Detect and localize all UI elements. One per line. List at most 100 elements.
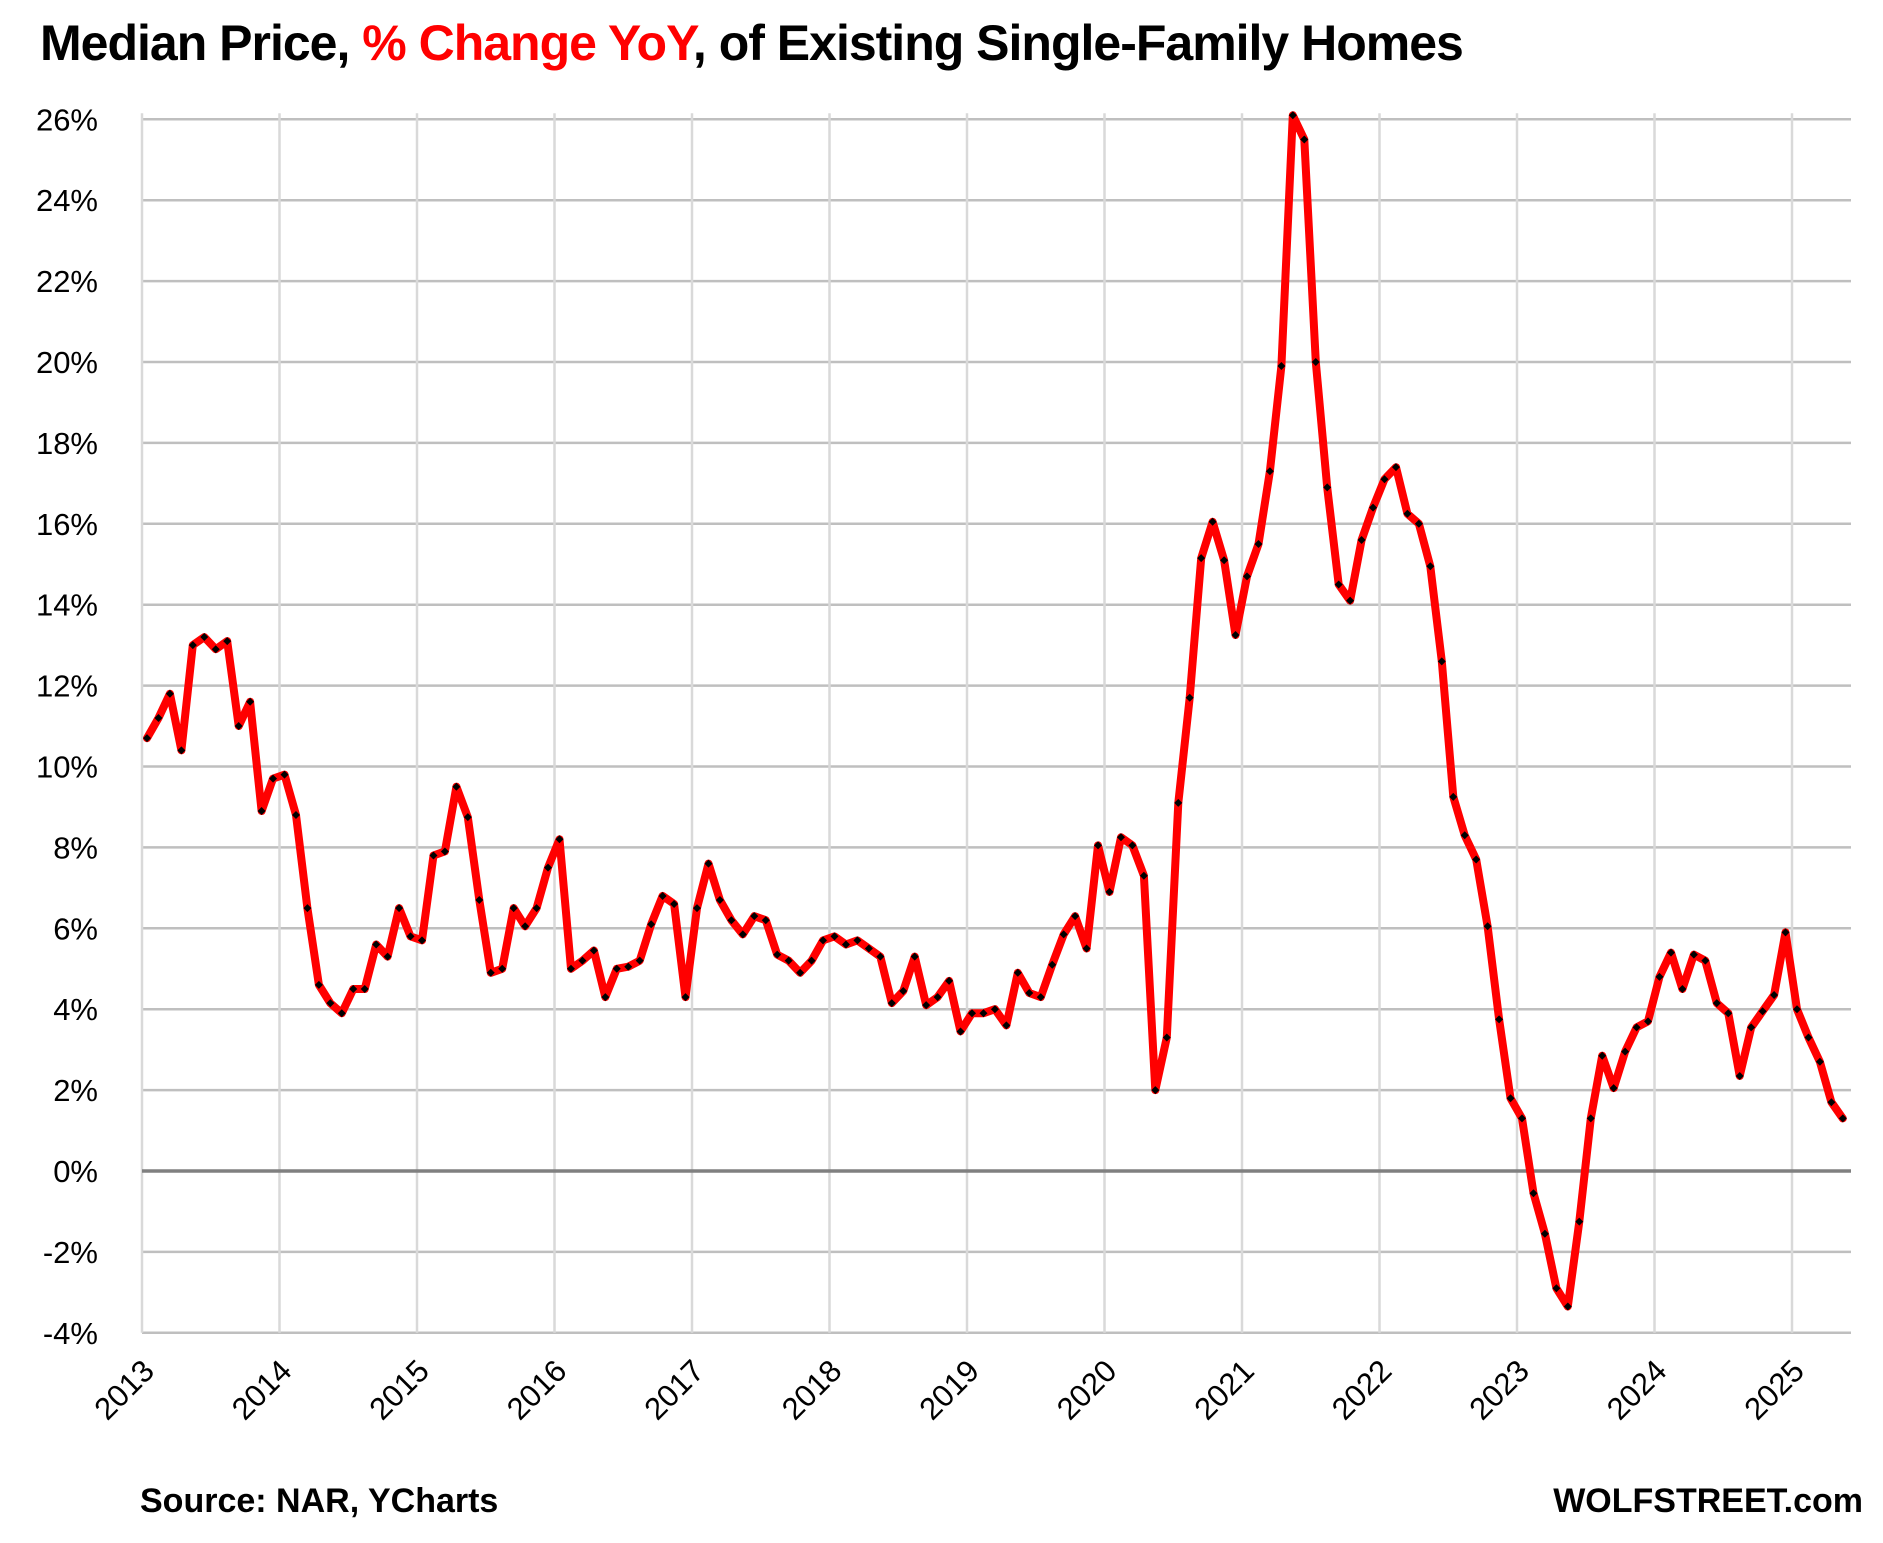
y-tick-label: 20% <box>36 345 98 380</box>
y-tick-label: 8% <box>53 830 98 865</box>
data-point-marker <box>188 641 197 650</box>
data-point-marker <box>693 904 701 913</box>
data-point-marker <box>1724 1009 1733 1018</box>
markers-group <box>143 111 1847 1311</box>
data-point-marker <box>578 956 587 965</box>
data-point-marker <box>910 952 919 961</box>
chart-title-part2: , of Existing Single-Family Homes <box>692 15 1464 71</box>
data-point-marker <box>1632 1023 1641 1032</box>
data-point-marker <box>1747 1023 1756 1032</box>
x-tick-label: 2025 <box>1737 1353 1811 1427</box>
data-point-marker <box>154 713 163 722</box>
data-point-marker <box>1460 831 1469 840</box>
data-point-marker <box>647 920 656 929</box>
y-axis-tick-labels: -4% -2% 0% 2% 4% 6% 8% 10% 12% 14% 16% 18% 20% 22% 24%… <box>36 102 98 1351</box>
data-point-marker <box>841 940 850 949</box>
data-point-marker <box>509 904 518 913</box>
data-point-marker <box>1139 871 1148 880</box>
data-point-marker <box>635 956 644 965</box>
data-point-marker <box>1036 993 1045 1002</box>
data-point-marker <box>1701 956 1710 965</box>
data-point-marker <box>1048 960 1057 969</box>
data-point-marker <box>1712 999 1721 1008</box>
x-tick-label: 2020 <box>1050 1353 1124 1427</box>
data-point-marker <box>1288 111 1297 120</box>
series-line <box>143 111 1847 1311</box>
x-tick-label: 2014 <box>225 1353 299 1427</box>
data-point-marker <box>1540 1229 1549 1238</box>
data-point-marker <box>945 976 954 985</box>
data-point-marker <box>830 932 839 941</box>
data-point-marker <box>956 1027 965 1036</box>
data-point-marker <box>1449 792 1458 801</box>
y-tick-label: 4% <box>53 992 98 1027</box>
data-point-marker <box>727 916 736 925</box>
data-point-marker <box>475 895 484 904</box>
data-point-marker <box>1655 972 1664 981</box>
data-point-marker <box>1678 984 1687 993</box>
data-point-marker <box>143 734 151 743</box>
data-point-marker <box>1334 580 1343 589</box>
data-point-marker <box>1265 467 1274 476</box>
data-point-marker <box>532 904 541 913</box>
data-point-marker <box>486 968 495 977</box>
data-point-marker <box>452 782 461 791</box>
data-point-marker <box>990 1005 999 1014</box>
data-point-marker <box>1369 503 1378 512</box>
data-point-marker <box>1552 1284 1561 1293</box>
y-tick-label: 2% <box>53 1073 98 1108</box>
data-point-marker <box>1391 463 1400 472</box>
data-point-marker <box>177 746 186 755</box>
data-point-marker <box>566 964 575 973</box>
data-point-marker <box>1666 948 1675 957</box>
data-point-marker <box>1254 540 1263 549</box>
data-point-marker <box>246 697 255 706</box>
data-point-marker <box>796 968 805 977</box>
data-point-marker <box>1162 1033 1171 1042</box>
data-point-marker <box>612 964 621 973</box>
data-point-marker <box>864 944 873 953</box>
data-point-marker <box>337 1009 346 1018</box>
data-point-marker <box>1518 1114 1526 1123</box>
x-tick-label: 2021 <box>1187 1353 1261 1427</box>
data-point-marker <box>1277 362 1286 371</box>
data-point-marker <box>349 984 358 993</box>
data-point-marker <box>1105 887 1114 896</box>
chart-title-part1: Median Price, <box>40 15 363 71</box>
y-tick-label: 24% <box>36 183 98 218</box>
data-point-marker <box>1300 135 1309 144</box>
data-point-marker <box>1483 922 1492 931</box>
data-point-marker <box>498 964 507 973</box>
data-point-marker <box>395 904 404 913</box>
y-tick-label: 10% <box>36 750 98 785</box>
data-point-marker <box>1586 1114 1595 1123</box>
data-point-marker <box>773 950 782 959</box>
chart-title-highlight: % Change YoY <box>362 15 694 71</box>
x-tick-label: 2023 <box>1462 1353 1536 1427</box>
brand-watermark: WOLFSTREET.com <box>1553 1482 1863 1520</box>
x-tick-label: 2017 <box>637 1353 711 1427</box>
data-point-marker <box>1437 657 1446 666</box>
data-point-marker <box>853 936 862 945</box>
data-point-marker <box>1815 1057 1824 1066</box>
data-point-marker <box>1495 1015 1504 1024</box>
data-point-marker <box>314 980 323 989</box>
data-point-marker <box>544 863 553 872</box>
data-point-marker <box>200 633 209 642</box>
y-tick-label: 14% <box>36 588 98 623</box>
data-point-marker <box>1575 1217 1584 1226</box>
data-point-marker <box>1002 1021 1011 1030</box>
data-point-marker <box>1804 1033 1813 1042</box>
data-point-marker <box>1380 475 1389 484</box>
data-point-marker <box>291 811 300 820</box>
data-point-marker <box>555 835 564 844</box>
data-point-marker <box>1208 517 1217 526</box>
data-point-marker <box>1414 519 1423 528</box>
data-point-marker <box>1082 944 1091 953</box>
x-tick-label: 2015 <box>362 1353 436 1427</box>
data-point-marker <box>738 930 747 939</box>
series-group <box>143 111 1847 1311</box>
x-tick-label: 2018 <box>775 1353 849 1427</box>
data-point-marker <box>1185 693 1194 702</box>
